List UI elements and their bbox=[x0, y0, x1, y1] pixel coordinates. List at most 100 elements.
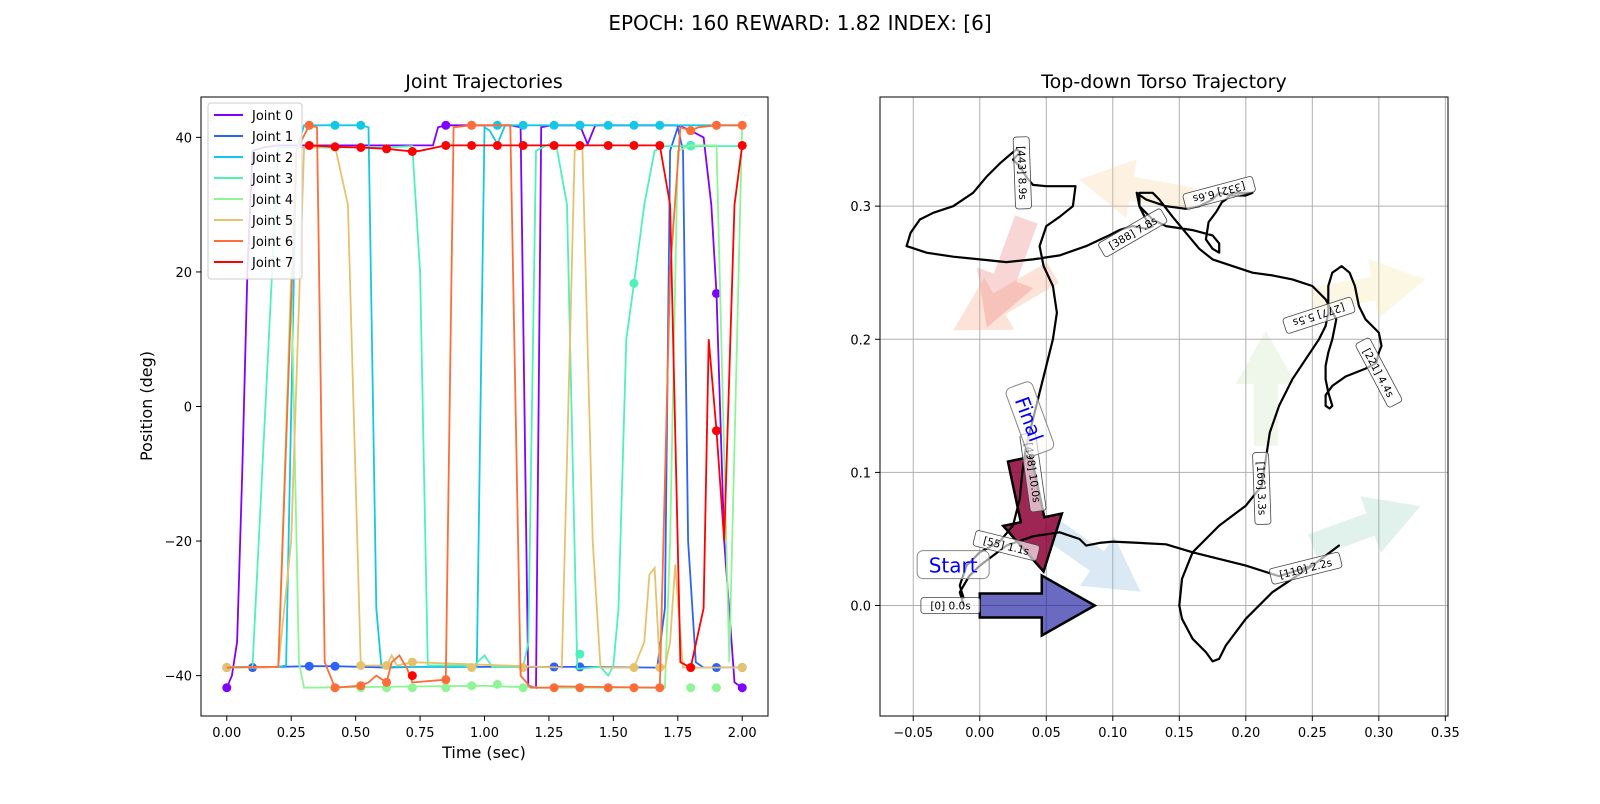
legend-label-joint-1: Joint 1 bbox=[251, 130, 293, 145]
marker-label-box-1 bbox=[1005, 381, 1055, 457]
marker-joint-4-7 bbox=[518, 683, 528, 693]
time-annotation-box-8 bbox=[1012, 136, 1032, 210]
legend-label-joint-0: Joint 0 bbox=[251, 109, 293, 124]
time-annotation-box-0 bbox=[920, 597, 981, 614]
left-plot-area: 0.00 0.25 0.50 0.75 1.00 1.25 1.50 1.75 2.00 −40 −… bbox=[165, 96, 769, 741]
marker-joint-0-0 bbox=[222, 683, 232, 693]
marker-joint-5-3 bbox=[407, 657, 417, 667]
marker-joint-7-3 bbox=[382, 144, 392, 154]
right-x-tick-label-8: 0.35 bbox=[1431, 726, 1460, 741]
time-annotation-text-8: [443] 8.9s bbox=[1014, 146, 1028, 200]
marker-joint-2-6 bbox=[549, 120, 559, 130]
marker-label-text-0: Start bbox=[929, 554, 978, 578]
marker-joint-3-0 bbox=[575, 649, 585, 659]
marker-joint-7-7 bbox=[492, 140, 502, 150]
time-annotation-9: [498] 10.0s bbox=[1019, 432, 1047, 513]
marker-joint-7-11 bbox=[603, 140, 613, 150]
legend-label-joint-3: Joint 3 bbox=[251, 172, 293, 187]
marker-joint-7-5 bbox=[441, 140, 451, 150]
legend-label-joint-6: Joint 6 bbox=[251, 235, 293, 250]
left-y-tick-label-1: −20 bbox=[165, 535, 192, 550]
time-annotation-7: [388] 7.8s bbox=[1098, 208, 1168, 258]
left-y-tick-label-2: 0 bbox=[184, 401, 192, 416]
right-y-tick-label-2: 0.2 bbox=[850, 333, 871, 348]
left-series-group bbox=[222, 120, 747, 693]
time-annotation-box-5 bbox=[1282, 296, 1356, 334]
marker-joint-2-1 bbox=[330, 120, 340, 130]
right-x-tick-label-5: 0.20 bbox=[1231, 726, 1260, 741]
left-x-tick-label-0: 0.00 bbox=[212, 726, 241, 741]
left-y-tick-label-0: −40 bbox=[165, 670, 192, 685]
direction-arrow-6 bbox=[953, 262, 1059, 331]
marker-joint-6-3 bbox=[382, 677, 392, 687]
marker-joint-5-4 bbox=[467, 663, 477, 673]
joint-trajectories-chart: Joint Trajectories Time (sec) Position (… bbox=[137, 71, 769, 762]
right-y-tick-label-3: 0.3 bbox=[850, 200, 871, 215]
marker-joint-5-0 bbox=[222, 663, 232, 673]
marker-joint-6-13 bbox=[737, 120, 747, 130]
marker-joint-7-8 bbox=[518, 140, 528, 150]
marker-joint-6-7 bbox=[575, 683, 585, 693]
right-y-tick-label-0: 0.0 bbox=[850, 600, 871, 615]
marker-joint-7-0 bbox=[304, 140, 314, 150]
marker-joint-2-7 bbox=[575, 120, 585, 130]
marker-joint-6-11 bbox=[686, 126, 696, 136]
direction-arrow-3 bbox=[1235, 330, 1296, 446]
left-legend-box bbox=[207, 102, 303, 280]
right-y-tick-label-1: 0.1 bbox=[850, 466, 871, 481]
marker-joint-4-6 bbox=[492, 679, 502, 689]
right-inner: [0] 0.0s[55] 1.1s[110] 2.2s[166] 3.3s[22… bbox=[880, 97, 1448, 716]
marker-joint-6-5 bbox=[467, 120, 477, 130]
marker-joint-5-2 bbox=[382, 661, 392, 671]
time-annotation-box-6 bbox=[1182, 176, 1256, 210]
marker-joint-5-1 bbox=[356, 661, 366, 671]
marker-joint-7-1 bbox=[330, 142, 340, 152]
direction-arrow-7 bbox=[976, 215, 1038, 328]
legend-label-joint-7: Joint 7 bbox=[251, 256, 293, 271]
series-line-joint-3 bbox=[226, 143, 743, 678]
marker-joint-6-2 bbox=[356, 681, 366, 691]
time-annotation-box-2 bbox=[1269, 552, 1343, 585]
marker-joint-7-2 bbox=[356, 142, 366, 152]
left-legend: Joint 0 Joint 1 Joint 2 Joint 3 Joint 4 Joint… bbox=[207, 102, 303, 280]
legend-label-joint-2: Joint 2 bbox=[251, 151, 293, 166]
time-annotation-3: [166] 3.3s bbox=[1252, 451, 1272, 525]
marker-joint-4-5 bbox=[467, 681, 477, 691]
left-x-axis-label: Time (sec) bbox=[441, 743, 526, 762]
left-chart-title: Joint Trajectories bbox=[404, 71, 562, 93]
marker-joint-6-10 bbox=[655, 683, 665, 693]
time-annotation-text-0: [0] 0.0s bbox=[930, 601, 970, 613]
time-annotation-box-1 bbox=[972, 530, 1040, 562]
marker-joint-5-8 bbox=[737, 663, 747, 673]
time-annotation-text-3: [166] 3.3s bbox=[1254, 461, 1268, 515]
marker-joint-0-4 bbox=[737, 683, 747, 693]
series-line-joint-1 bbox=[226, 123, 743, 669]
time-annotation-8: [443] 8.9s bbox=[1012, 136, 1032, 210]
right-x-tick-label-7: 0.30 bbox=[1364, 726, 1393, 741]
marker-joint-4-8 bbox=[686, 683, 696, 693]
marker-label-box-0 bbox=[916, 550, 990, 580]
marker-joint-4-9 bbox=[711, 683, 721, 693]
marker-label-start: Start bbox=[916, 550, 990, 580]
marker-label-final: Final bbox=[1005, 381, 1055, 457]
marker-joint-7-12 bbox=[629, 140, 639, 150]
time-annotation-2: [110] 2.2s bbox=[1269, 552, 1343, 585]
marker-joint-0-3 bbox=[711, 288, 721, 298]
torso-trajectory-chart: Top-down Torso Trajectory [0] 0.0s[55] 1… bbox=[850, 71, 1460, 741]
time-annotation-box-7 bbox=[1098, 208, 1168, 258]
marker-joint-2-2 bbox=[356, 120, 366, 130]
left-x-tick-label-1: 0.25 bbox=[277, 726, 306, 741]
time-annotation-box-3 bbox=[1252, 451, 1272, 525]
direction-arrow-0 bbox=[978, 573, 1098, 638]
left-x-tick-label-6: 1.50 bbox=[599, 726, 628, 741]
left-y-axis-label: Position (deg) bbox=[137, 351, 156, 461]
marker-joint-2-5 bbox=[518, 120, 528, 130]
marker-joint-6-8 bbox=[603, 683, 613, 693]
left-x-tick-label-4: 1.00 bbox=[470, 726, 499, 741]
marker-joint-6-4 bbox=[441, 675, 451, 685]
marker-joint-0-1 bbox=[441, 120, 451, 130]
marker-joint-1-3 bbox=[330, 661, 340, 671]
right-x-tick-label-2: 0.05 bbox=[1032, 726, 1061, 741]
marker-joint-4-4 bbox=[441, 683, 451, 693]
